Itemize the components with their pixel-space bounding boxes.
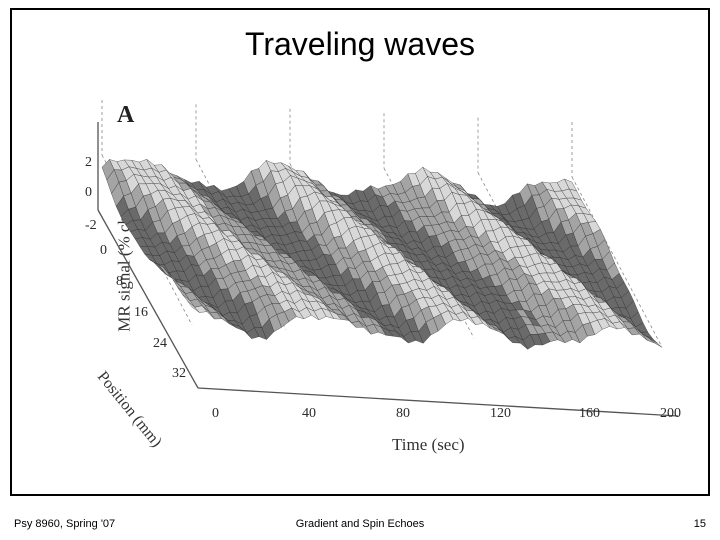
slide-title: Traveling waves (12, 26, 708, 63)
z-tick: 2 (85, 155, 92, 171)
x-tick: 160 (579, 406, 600, 422)
y-tick: 16 (134, 305, 148, 321)
x-tick: 0 (212, 406, 219, 422)
slide-frame: Traveling waves A MR signal (% change) P… (10, 8, 710, 496)
y-tick: 8 (116, 274, 123, 290)
x-tick: 120 (490, 406, 511, 422)
y-tick: 24 (153, 336, 167, 352)
page-number: 15 (694, 518, 706, 530)
z-tick: -2 (85, 218, 97, 234)
footer-center: Gradient and Spin Echoes (0, 518, 720, 530)
x-tick: 200 (660, 406, 681, 422)
x-axis-label: Time (sec) (392, 435, 465, 455)
x-tick: 40 (302, 406, 316, 422)
y-tick: 0 (100, 243, 107, 259)
x-tick: 80 (396, 406, 410, 422)
z-tick: 0 (85, 185, 92, 201)
y-tick: 32 (172, 366, 186, 382)
